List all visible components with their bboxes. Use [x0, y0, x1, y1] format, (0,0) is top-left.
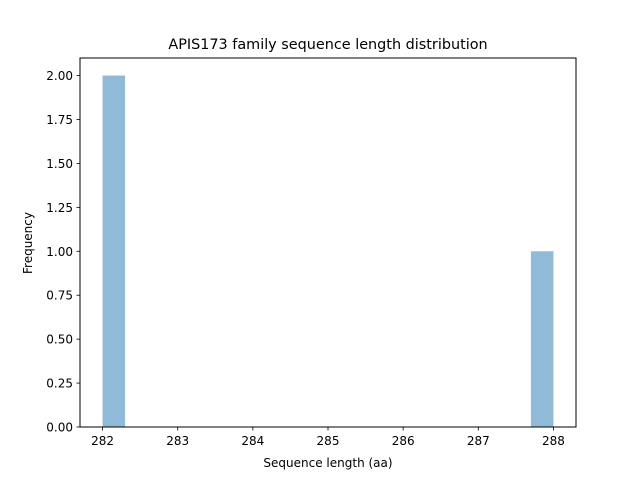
histogram-bar — [530, 251, 554, 427]
x-tick-label: 282 — [91, 434, 114, 448]
x-tick-label: 287 — [467, 434, 490, 448]
x-tick-label: 288 — [542, 434, 565, 448]
y-tick-label: 2.00 — [46, 69, 73, 83]
y-tick-label: 1.50 — [46, 157, 73, 171]
x-tick-label: 283 — [166, 434, 189, 448]
y-tick-label: 1.25 — [46, 201, 73, 215]
y-tick-label: 0.25 — [46, 377, 73, 391]
x-tick-label: 285 — [317, 434, 340, 448]
bars-group — [102, 75, 554, 428]
chart-title: APIS173 family sequence length distribut… — [168, 37, 487, 53]
x-tick-label: 286 — [392, 434, 415, 448]
histogram-bar — [102, 75, 126, 428]
x-axis-label: Sequence length (aa) — [263, 456, 392, 470]
x-tick-label: 284 — [241, 434, 264, 448]
x-axis-ticks: 282 283 284 285 286 287 288 — [91, 427, 565, 448]
y-tick-label: 1.75 — [46, 113, 73, 127]
y-axis-label: Frequency — [21, 212, 35, 274]
y-tick-label: 0.75 — [46, 289, 73, 303]
y-axis-ticks: 0.00 0.25 0.50 0.75 1.00 1.25 1.50 1.75 2.00 — [46, 69, 80, 435]
plot-frame — [79, 57, 577, 428]
y-tick-label: 1.00 — [46, 245, 73, 259]
y-tick-label: 0.50 — [46, 333, 73, 347]
y-tick-label: 0.00 — [46, 421, 73, 435]
